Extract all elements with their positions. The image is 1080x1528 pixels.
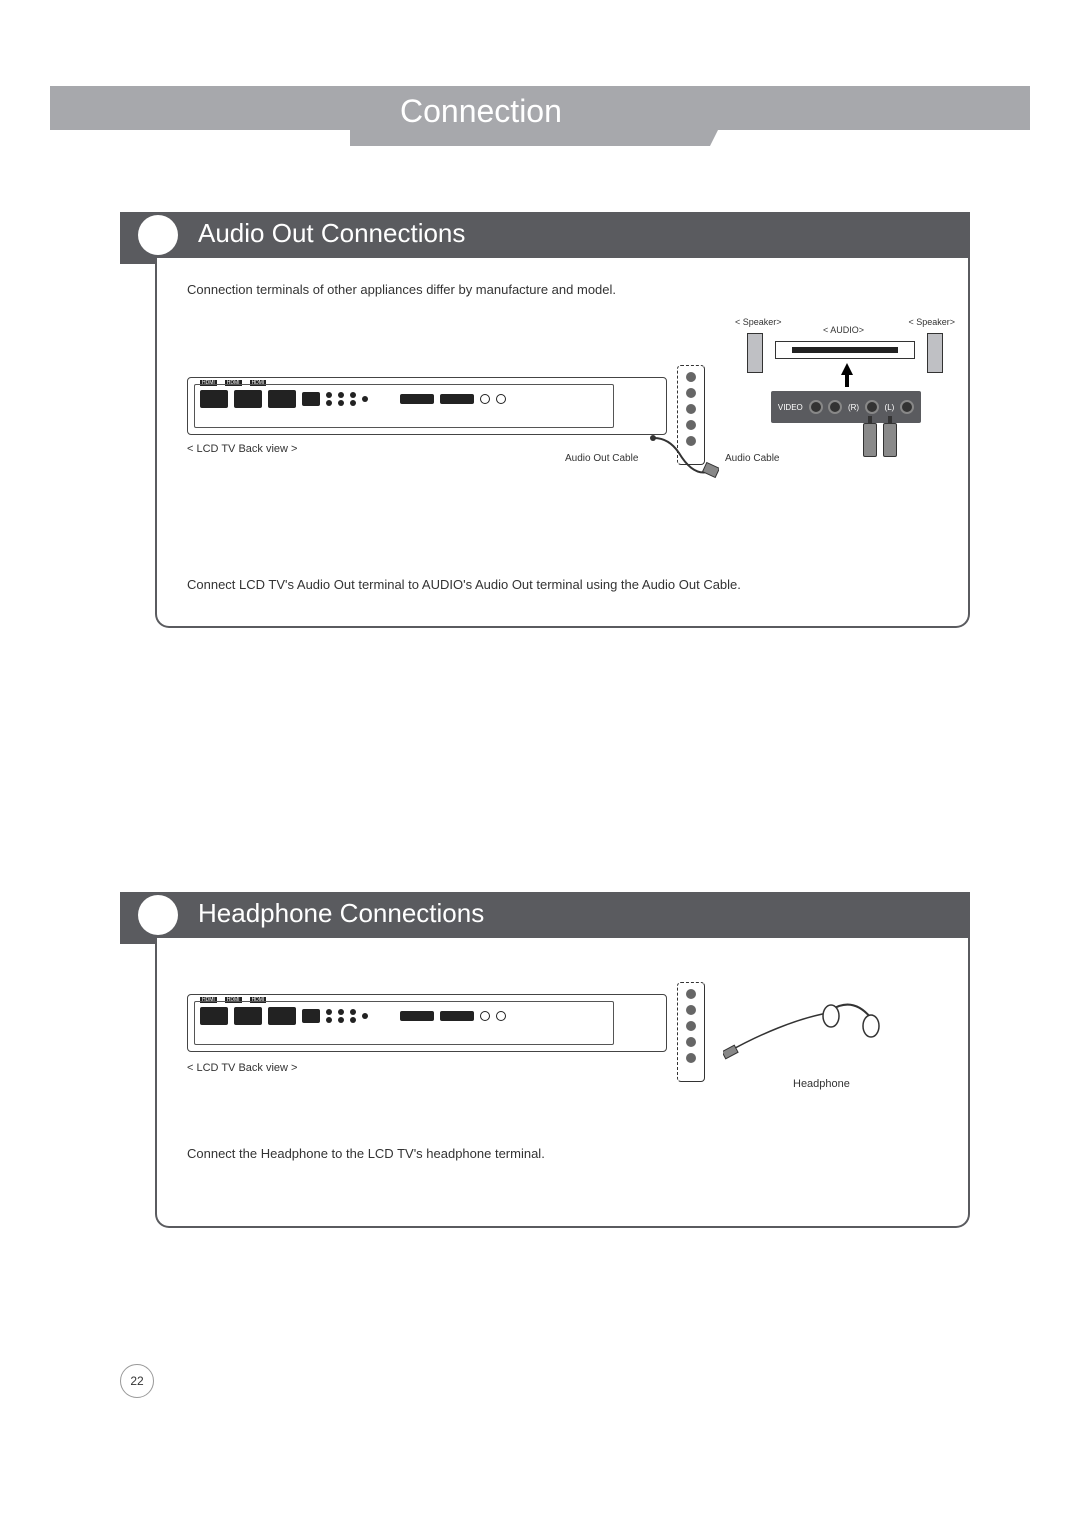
bullet-icon (138, 895, 178, 935)
diagram-headphone: HDMIHDMIHDMI (187, 978, 938, 1118)
audio-label: < AUDIO> (823, 325, 864, 335)
page-title: Connection (400, 93, 562, 130)
headphone-icon (723, 1000, 883, 1080)
speaker-label: < Speaker> (908, 317, 955, 327)
rca-plugs-icon (863, 423, 897, 457)
speaker-icon (927, 333, 943, 373)
tv-back-panel: HDMIHDMIHDMI (187, 377, 667, 435)
section-title: Headphone Connections (198, 898, 484, 929)
page-number: 22 (120, 1364, 154, 1398)
rca-jack-icon (900, 400, 914, 414)
content-box-headphone: HDMIHDMIHDMI (155, 938, 970, 1228)
audio-out-cable-label: Audio Out Cable (565, 453, 638, 464)
instruction-text: Connect the Headphone to the LCD TV's he… (187, 1146, 938, 1161)
diagram-audio-out: HDMIHDMIHDMI (187, 321, 938, 531)
instruction-text: Connect LCD TV's Audio Out terminal to A… (187, 577, 938, 592)
tv-back-panel: HDMIHDMIHDMI (187, 994, 667, 1052)
rca-jack-icon (828, 400, 842, 414)
page: Connection Audio Out Connections Connect… (50, 0, 1030, 1528)
rca-jack-icon (809, 400, 823, 414)
tv-back-label: < LCD TV Back view > (187, 443, 297, 455)
audio-receiver: < Speaker> < Speaker> < AUDIO> VIDEO (R)… (745, 321, 945, 501)
tv-back-label: < LCD TV Back view > (187, 1062, 297, 1074)
headphone-label: Headphone (793, 1078, 850, 1090)
bullet-icon (138, 215, 178, 255)
rca-jack-icon (865, 400, 879, 414)
content-box-audio: Connection terminals of other appliances… (155, 258, 970, 628)
section-title: Audio Out Connections (198, 218, 465, 249)
rca-l-label: (L) (885, 403, 895, 412)
intro-text: Connection terminals of other appliances… (187, 282, 938, 297)
receiver-icon (775, 341, 915, 359)
rca-video-label: VIDEO (778, 403, 803, 412)
audio-cable-label: Audio Cable (725, 453, 779, 464)
rca-r-label: (R) (848, 403, 859, 412)
tv-side-panel (677, 982, 705, 1082)
speaker-icon (747, 333, 763, 373)
audio-out-cable-icon (649, 433, 719, 483)
speaker-label: < Speaker> (735, 317, 782, 327)
rca-panel: VIDEO (R) (L) (771, 391, 921, 423)
